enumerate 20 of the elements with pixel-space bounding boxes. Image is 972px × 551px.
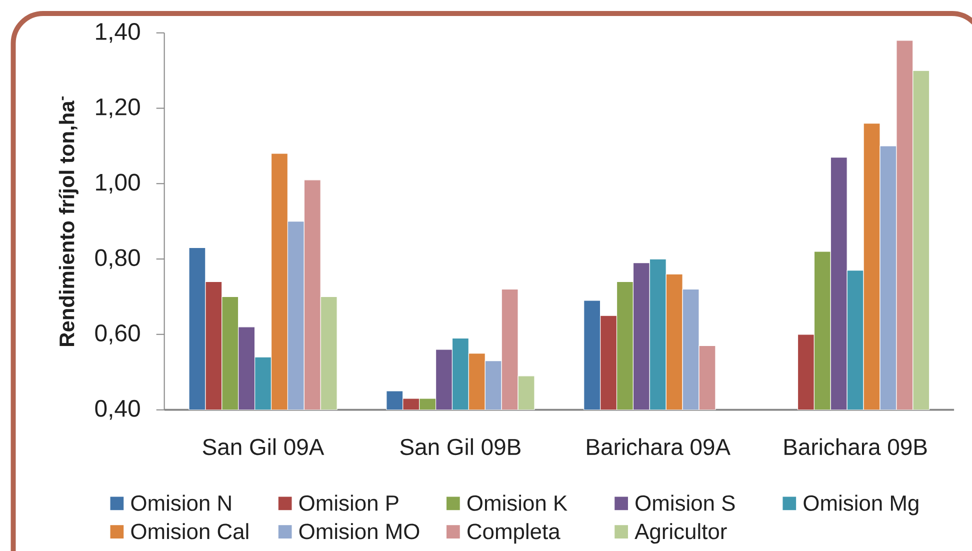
x-tick-label: San Gil 09A <box>202 438 324 455</box>
x-tick-label: Barichara 09A <box>587 438 730 455</box>
y-axis-title: Rendimiento fríjol ton,ha$^{-}$ <box>58 96 78 346</box>
legend-label: Omision Cal <box>131 522 248 540</box>
y-tick-label: 0,80 <box>95 248 140 269</box>
x-tick-label: Barichara 09B <box>784 438 927 455</box>
legend-label: Omision P <box>299 494 398 511</box>
y-tick-label: 1,20 <box>96 98 140 118</box>
y-tick-label: 0,40 <box>95 400 140 420</box>
y-tick-label: 1,00 <box>96 174 140 194</box>
legend-label: Omision K <box>467 494 568 511</box>
legend-label: Omision S <box>636 494 735 511</box>
legend-label: Omision N <box>131 494 231 511</box>
x-tick-label: San Gil 09B <box>400 438 520 455</box>
legend-label: Completa <box>468 522 560 544</box>
legend-label: Omision Mg <box>804 494 918 516</box>
legend-label: Omision MO <box>299 522 420 540</box>
y-tick-label: 0,60 <box>95 324 140 344</box>
y-tick-label: 1,40 <box>96 22 140 43</box>
legend-label: Agricultor <box>634 522 727 544</box>
